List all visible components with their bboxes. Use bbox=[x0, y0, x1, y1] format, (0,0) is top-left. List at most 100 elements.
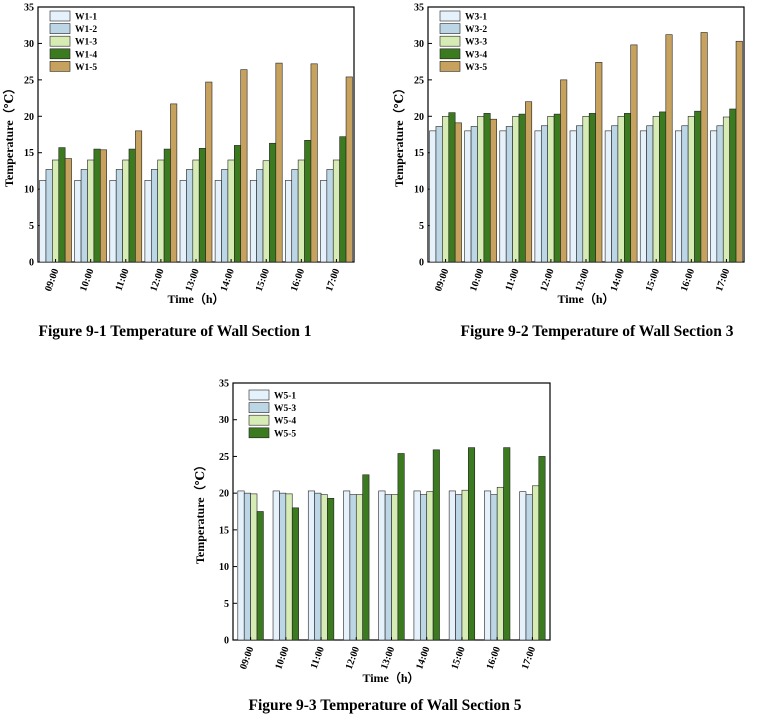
legend-swatch-W3-4 bbox=[439, 48, 461, 60]
bar-W3-3-11:00 bbox=[512, 115, 520, 263]
bar-W3-2-13:00 bbox=[576, 125, 584, 263]
bar-W1-2-17:00 bbox=[326, 169, 334, 263]
bar-W5-1-14:00 bbox=[413, 490, 421, 641]
y-axis-label: Temperature（℃） bbox=[391, 82, 406, 187]
bar-W5-5-15:00 bbox=[468, 447, 476, 641]
bar-W1-4-09:00 bbox=[58, 147, 66, 263]
chart-wall-section-3: 0 5 10 15 20 25 30 35 09:00 10:00 11:00 12:00 13:00 1… bbox=[391, 3, 745, 306]
bar-W3-5-09:00 bbox=[454, 122, 462, 263]
bar-W1-4-13:00 bbox=[198, 148, 206, 263]
bar-W3-4-17:00 bbox=[729, 108, 737, 263]
x-tick-label: 13:00 bbox=[183, 267, 201, 293]
bar-W5-3-17:00 bbox=[525, 494, 533, 641]
bar-W5-1-13:00 bbox=[378, 490, 386, 641]
bar-W3-1-16:00 bbox=[675, 130, 683, 263]
bar-W1-2-09:00 bbox=[45, 169, 53, 263]
x-tick-label: 17:00 bbox=[520, 645, 538, 671]
x-tick-label: 09:00 bbox=[43, 267, 61, 293]
bar-W5-1-09:00 bbox=[237, 490, 245, 641]
bar-W5-5-12:00 bbox=[362, 474, 370, 641]
x-tick-label: 12:00 bbox=[538, 267, 556, 293]
bar-W1-3-10:00 bbox=[87, 159, 95, 263]
bar-W5-5-13:00 bbox=[397, 453, 405, 641]
bar-W1-4-16:00 bbox=[304, 140, 312, 263]
y-tick-label: 15 bbox=[24, 148, 34, 159]
y-tick-label: 0 bbox=[29, 258, 34, 269]
bar-W5-3-14:00 bbox=[420, 494, 428, 641]
y-tick-label: 0 bbox=[224, 636, 229, 647]
y-tick-label: 20 bbox=[24, 112, 34, 123]
x-tick-label: 17:00 bbox=[714, 267, 732, 293]
legend-label-W3-3: W3-3 bbox=[465, 38, 487, 48]
bar-W5-3-11:00 bbox=[314, 492, 322, 641]
bar-W5-5-09:00 bbox=[256, 511, 264, 641]
y-tick-label: 35 bbox=[24, 3, 34, 14]
y-tick-label: 10 bbox=[414, 185, 424, 196]
y-tick-label: 20 bbox=[219, 489, 229, 500]
bar-W1-4-15:00 bbox=[269, 142, 277, 263]
x-tick-label: 10:00 bbox=[468, 267, 486, 293]
x-tick-label: 16:00 bbox=[289, 267, 307, 293]
y-tick-label: 5 bbox=[224, 599, 229, 610]
bar-W1-4-12:00 bbox=[163, 148, 171, 263]
bar-W3-4-14:00 bbox=[624, 113, 632, 263]
bar-W1-1-16:00 bbox=[285, 180, 293, 263]
legend-swatch-W5-4 bbox=[248, 414, 270, 426]
bar-W1-2-15:00 bbox=[256, 169, 264, 263]
bar-W3-1-17:00 bbox=[710, 130, 718, 263]
bar-W1-3-17:00 bbox=[332, 159, 340, 263]
bar-W1-4-10:00 bbox=[93, 148, 101, 263]
legend-label-W3-2: W3-2 bbox=[465, 25, 487, 35]
bar-W1-2-14:00 bbox=[221, 169, 229, 263]
x-tick-label: 10:00 bbox=[273, 645, 291, 671]
caption-figure-9-3: Figure 9-3 Temperature of Wall Section 5 bbox=[249, 697, 522, 714]
x-tick-label: 12:00 bbox=[344, 645, 362, 671]
bar-W5-4-11:00 bbox=[320, 494, 328, 641]
bar-W1-2-12:00 bbox=[150, 169, 158, 263]
y-tick-label: 5 bbox=[419, 221, 424, 232]
bar-W3-3-15:00 bbox=[652, 115, 660, 263]
bar-W3-4-13:00 bbox=[588, 113, 596, 263]
legend-label-W5-4: W5-4 bbox=[274, 417, 296, 427]
y-tick-label: 25 bbox=[219, 452, 229, 463]
bar-W5-5-16:00 bbox=[503, 447, 511, 641]
legend-label-W1-4: W1-4 bbox=[75, 50, 97, 60]
bar-W3-1-11:00 bbox=[499, 130, 507, 263]
bar-W1-3-11:00 bbox=[122, 159, 130, 263]
bar-W5-4-15:00 bbox=[461, 489, 469, 641]
bar-W5-1-17:00 bbox=[519, 491, 527, 641]
bar-W1-2-10:00 bbox=[80, 169, 88, 263]
bar-W1-4-17:00 bbox=[339, 136, 347, 263]
x-tick-label: 14:00 bbox=[219, 267, 237, 293]
y-tick-label: 30 bbox=[414, 39, 424, 50]
bar-W3-3-12:00 bbox=[547, 115, 555, 263]
legend-swatch-W1-4 bbox=[49, 48, 71, 60]
bar-W3-5-15:00 bbox=[665, 34, 673, 263]
bar-W5-1-16:00 bbox=[484, 490, 492, 641]
x-axis-label: Time（h） bbox=[167, 291, 224, 306]
bar-W5-4-10:00 bbox=[285, 493, 293, 641]
bar-W1-4-11:00 bbox=[128, 148, 136, 263]
bar-W5-3-12:00 bbox=[349, 494, 357, 641]
bar-W5-5-14:00 bbox=[432, 449, 440, 641]
bar-W3-1-14:00 bbox=[604, 130, 612, 263]
legend-swatch-W1-2 bbox=[49, 23, 71, 34]
x-tick-label: 10:00 bbox=[78, 267, 96, 293]
legend-swatch-W3-3 bbox=[439, 35, 461, 47]
bar-W3-2-10:00 bbox=[470, 126, 478, 263]
bar-W3-3-16:00 bbox=[687, 115, 695, 263]
bar-W5-4-13:00 bbox=[391, 494, 399, 641]
bar-W5-3-09:00 bbox=[243, 492, 251, 641]
y-tick-label: 15 bbox=[414, 148, 424, 159]
legend-label-W1-1: W1-1 bbox=[75, 13, 97, 23]
bar-W5-4-16:00 bbox=[496, 486, 504, 641]
bar-W1-5-16:00 bbox=[310, 63, 318, 263]
x-tick-label: 14:00 bbox=[414, 645, 432, 671]
bar-W5-5-10:00 bbox=[291, 507, 299, 641]
bar-W1-5-13:00 bbox=[205, 81, 213, 263]
bar-W3-1-09:00 bbox=[429, 130, 437, 263]
x-tick-label: 15:00 bbox=[254, 267, 272, 293]
x-tick-label: 14:00 bbox=[609, 267, 627, 293]
bar-W1-1-12:00 bbox=[144, 180, 152, 263]
